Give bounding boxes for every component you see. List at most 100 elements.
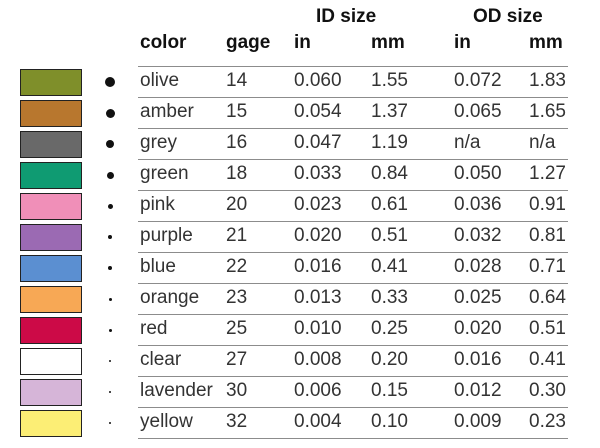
color-swatch	[20, 410, 82, 437]
id-in-cell: 0.010	[294, 318, 342, 339]
table-row: green 18 0.033 0.84 0.050 1.27	[0, 159, 600, 190]
id-mm-cell: 0.10	[371, 411, 408, 432]
color-swatch	[20, 255, 82, 282]
gage-cell: 20	[226, 194, 248, 215]
row-divider	[138, 190, 568, 191]
color-cell: grey	[140, 132, 177, 153]
od-in-cell: 0.028	[454, 256, 502, 277]
od-in-cell: 0.020	[454, 318, 502, 339]
gage-cell: 25	[226, 318, 248, 339]
gauge-dot-icon	[109, 422, 111, 424]
od-in-cell: 0.065	[454, 101, 502, 122]
od-mm-cell: 1.27	[529, 163, 566, 184]
gage-cell: 18	[226, 163, 248, 184]
row-divider	[138, 221, 568, 222]
id-mm-cell: 0.51	[371, 225, 408, 246]
id-mm-cell: 0.15	[371, 380, 408, 401]
od-mm-cell: 0.41	[529, 349, 566, 370]
color-cell: olive	[140, 70, 180, 91]
od-mm-cell: 0.91	[529, 194, 566, 215]
color-swatch	[20, 162, 82, 189]
table-row: grey 16 0.047 1.19 n/a n/a	[0, 128, 600, 159]
color-cell: green	[140, 163, 189, 184]
color-cell: pink	[140, 194, 175, 215]
id-mm-cell: 0.33	[371, 287, 408, 308]
table-row: blue 22 0.016 0.41 0.028 0.71	[0, 252, 600, 283]
row-divider	[138, 159, 568, 160]
id-in-cell: 0.013	[294, 287, 342, 308]
color-swatch	[20, 224, 82, 251]
od-mm-cell: 0.71	[529, 256, 566, 277]
gage-cell: 30	[226, 380, 248, 401]
gauge-dot-icon	[108, 235, 112, 239]
color-cell: purple	[140, 225, 193, 246]
row-divider	[138, 128, 568, 129]
color-cell: clear	[140, 349, 182, 370]
gage-cell: 22	[226, 256, 248, 277]
color-swatch	[20, 317, 82, 344]
gauge-dot-icon	[108, 328, 112, 332]
id-in-cell: 0.006	[294, 380, 342, 401]
gauge-dot-icon	[106, 140, 114, 148]
id-mm-cell: 0.25	[371, 318, 408, 339]
color-cell: lavender	[140, 380, 213, 401]
od-mm-cell: 1.83	[529, 70, 566, 91]
gage-cell: 23	[226, 287, 248, 308]
table-row: lavender 30 0.006 0.15 0.012 0.30	[0, 376, 600, 407]
od-mm-column-header: mm	[529, 32, 563, 53]
color-cell: blue	[140, 256, 176, 277]
od-mm-cell: 0.81	[529, 225, 566, 246]
row-divider	[138, 314, 568, 315]
row-divider	[138, 252, 568, 253]
color-swatch	[20, 379, 82, 406]
gauge-dot-icon	[105, 108, 115, 118]
row-divider	[138, 376, 568, 377]
gage-column-header: gage	[226, 32, 271, 53]
od-size-group-header: OD size	[473, 6, 543, 27]
row-divider	[138, 407, 568, 408]
id-in-cell: 0.060	[294, 70, 342, 91]
gage-cell: 14	[226, 70, 248, 91]
table-row: pink 20 0.023 0.61 0.036 0.91	[0, 190, 600, 221]
id-mm-cell: 1.37	[371, 101, 408, 122]
id-in-cell: 0.020	[294, 225, 342, 246]
color-swatch	[20, 193, 82, 220]
color-cell: orange	[140, 287, 200, 308]
id-mm-cell: 0.41	[371, 256, 408, 277]
gauge-dot-icon	[107, 203, 113, 209]
color-column-header: color	[140, 32, 187, 53]
od-in-cell: n/a	[454, 132, 481, 153]
table-row: clear 27 0.008 0.20 0.016 0.41	[0, 345, 600, 376]
gage-cell: 27	[226, 349, 248, 370]
table-row: red 25 0.010 0.25 0.020 0.51	[0, 314, 600, 345]
color-swatch	[20, 286, 82, 313]
od-in-cell: 0.032	[454, 225, 502, 246]
id-in-cell: 0.008	[294, 349, 342, 370]
row-divider	[138, 438, 568, 439]
row-divider	[138, 97, 568, 98]
table-row: yellow 32 0.004 0.10 0.009 0.23	[0, 407, 600, 438]
id-in-cell: 0.023	[294, 194, 342, 215]
id-mm-cell: 0.84	[371, 163, 408, 184]
od-mm-cell: 0.23	[529, 411, 566, 432]
color-swatch	[20, 69, 82, 96]
od-in-cell: 0.012	[454, 380, 502, 401]
gauge-dot-icon	[105, 77, 115, 87]
id-mm-cell: 1.19	[371, 132, 408, 153]
id-in-cell: 0.004	[294, 411, 342, 432]
id-in-cell: 0.033	[294, 163, 342, 184]
od-mm-cell: 0.51	[529, 318, 566, 339]
table-row: amber 15 0.054 1.37 0.065 1.65	[0, 97, 600, 128]
gauge-dot-icon	[108, 266, 112, 270]
od-in-column-header: in	[454, 32, 471, 53]
id-mm-cell: 0.20	[371, 349, 408, 370]
color-cell: yellow	[140, 411, 193, 432]
od-in-cell: 0.036	[454, 194, 502, 215]
od-in-cell: 0.025	[454, 287, 502, 308]
od-in-cell: 0.072	[454, 70, 502, 91]
color-cell: red	[140, 318, 168, 339]
row-divider	[138, 283, 568, 284]
gage-cell: 32	[226, 411, 248, 432]
gage-cell: 21	[226, 225, 248, 246]
id-mm-cell: 0.61	[371, 194, 408, 215]
